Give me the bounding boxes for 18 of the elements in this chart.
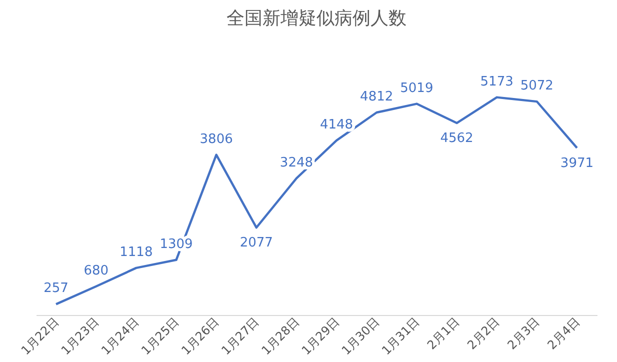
x-tick-label: 2月1日 <box>424 314 462 352</box>
x-tick-label: 2月4日 <box>544 314 582 352</box>
chart-title: 全国新增疑似病例人数 <box>226 8 406 29</box>
data-label: 3806 <box>200 132 233 147</box>
data-label: 4562 <box>440 131 474 146</box>
data-label: 5072 <box>520 78 554 94</box>
data-label: 5019 <box>400 80 434 96</box>
data-label: 3248 <box>280 155 314 170</box>
data-label: 1118 <box>120 244 153 260</box>
data-label: 5173 <box>480 74 514 90</box>
data-label: 680 <box>84 263 109 278</box>
data-label: 3971 <box>560 156 594 171</box>
data-label: 4148 <box>320 117 354 132</box>
x-tick-label: 2月3日 <box>504 314 542 352</box>
data-label: 2077 <box>240 236 273 251</box>
data-label: 257 <box>44 281 68 296</box>
data-label: 4812 <box>360 90 394 104</box>
x-tick-label: 2月2日 <box>464 314 502 352</box>
